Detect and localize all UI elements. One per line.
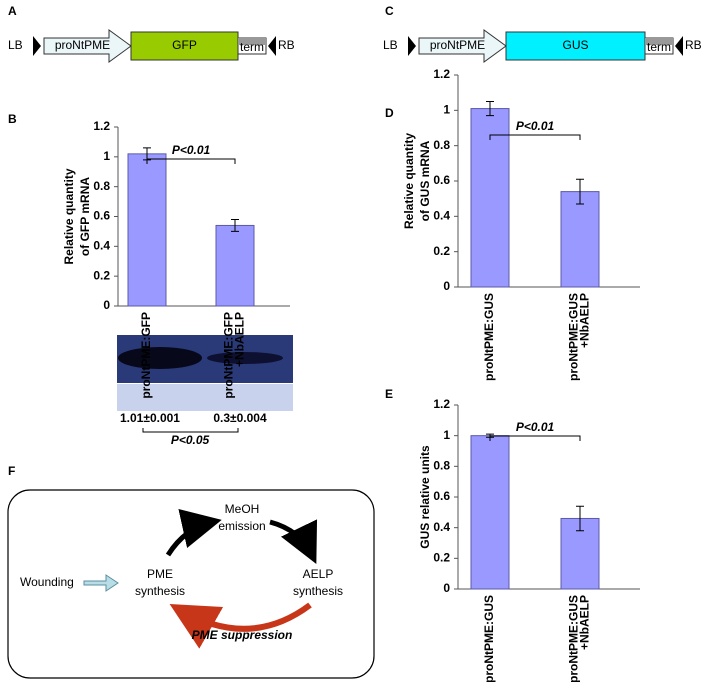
panel-label: C — [385, 4, 394, 18]
blot-signal — [207, 352, 283, 364]
y-tick-label: 0 — [443, 279, 450, 293]
y-tick-label: 1.2 — [433, 397, 450, 411]
y-tick-label: 0.4 — [433, 520, 450, 534]
border — [268, 36, 276, 56]
border — [675, 36, 683, 56]
gene — [505, 31, 646, 61]
y-tick-label: 0 — [443, 581, 450, 595]
x-tick-label: proNtPME:GUS — [482, 595, 496, 682]
y-tick-label: 0.8 — [93, 179, 110, 193]
significance-label: P<0.05 — [171, 433, 210, 447]
y-axis-label: GUS relative units — [418, 445, 432, 549]
promoter — [418, 29, 507, 63]
promoter-label: proNtPME — [430, 38, 485, 52]
feedback-label: PME suppression — [192, 628, 293, 642]
border-label: RB — [685, 38, 702, 52]
y-tick-label: 0.2 — [433, 244, 450, 258]
error-bar — [486, 101, 494, 117]
promoter-label: proNtPME — [55, 38, 110, 52]
gene-label: GUS — [562, 38, 588, 52]
significance-label: P<0.01 — [172, 143, 211, 157]
panel-label: D — [385, 106, 394, 120]
arrow — [269, 519, 318, 565]
terminator-top — [238, 38, 266, 45]
error-bar — [576, 178, 584, 205]
bar — [470, 435, 510, 590]
quantity-label: 0.3±0.004 — [213, 411, 267, 425]
bracket — [142, 428, 239, 433]
arrow — [165, 508, 222, 557]
node-label: Wounding — [20, 575, 74, 589]
significance-label: P<0.01 — [516, 119, 555, 133]
bracket — [489, 134, 581, 140]
bar — [127, 153, 167, 307]
y-tick-label: 1 — [443, 428, 450, 442]
node-label: emission — [218, 519, 265, 533]
y-axis-label: Relative quantity — [402, 133, 416, 229]
x-tick-label: proNtPME:GFP+NbAELP — [222, 312, 247, 399]
error-bar — [231, 218, 239, 232]
panel-label: A — [8, 4, 17, 18]
gene — [130, 31, 239, 61]
y-tick-label: 0.4 — [93, 239, 110, 253]
arrow — [83, 574, 119, 592]
border-label: RB — [278, 38, 295, 52]
border — [33, 36, 41, 56]
node-label: MeOH — [225, 502, 260, 516]
blot-signal — [118, 347, 202, 369]
bracket — [489, 435, 581, 441]
y-tick-label: 0.8 — [433, 138, 450, 152]
border — [408, 36, 416, 56]
panel-label: B — [8, 112, 17, 126]
y-axis-label: of GFP mRNA — [78, 177, 92, 256]
y-tick-label: 1 — [443, 103, 450, 117]
y-tick-label: 1 — [103, 149, 110, 163]
terminator-label: term — [647, 40, 671, 54]
bar — [215, 224, 255, 307]
x-tick-label: proNtPME:GUS+NbAELP — [567, 595, 592, 682]
gene-label: GFP — [172, 38, 197, 52]
border-label: LB — [8, 38, 23, 52]
y-tick-label: 0.4 — [433, 209, 450, 223]
node-label: PME — [147, 567, 173, 581]
y-tick-label: 0.6 — [433, 173, 450, 187]
diagram-frame — [7, 489, 375, 679]
panel-label: E — [385, 387, 393, 401]
y-tick-label: 1.2 — [433, 67, 450, 81]
y-tick-label: 0.6 — [93, 209, 110, 223]
y-tick-label: 0.2 — [433, 551, 450, 565]
panel-label: F — [8, 464, 15, 478]
error-bar — [576, 505, 584, 532]
x-tick-label: proNtPME:GFP — [139, 312, 153, 399]
arrow — [169, 602, 312, 649]
y-axis-label: of GUS mRNA — [418, 140, 432, 221]
terminator-top — [645, 38, 673, 45]
node-label: AELP — [303, 567, 334, 581]
y-tick-label: 1.2 — [93, 119, 110, 133]
significance-label: P<0.01 — [516, 420, 555, 434]
y-axis-label: Relative quantity — [62, 168, 76, 264]
loading-control — [117, 384, 293, 411]
bar — [560, 191, 600, 288]
node-label: synthesis — [293, 584, 343, 598]
border-label: LB — [383, 38, 398, 52]
x-tick-label: proNtPME:GUS+NbAELP — [567, 293, 592, 381]
y-tick-label: 0 — [103, 298, 110, 312]
terminator-label: term — [240, 40, 264, 54]
y-tick-label: 0.8 — [433, 459, 450, 473]
bracket — [146, 158, 236, 164]
node-label: synthesis — [135, 584, 185, 598]
y-tick-label: 0.2 — [93, 268, 110, 282]
y-tick-label: 0.6 — [433, 489, 450, 503]
quantity-label: 1.01±0.001 — [120, 411, 180, 425]
promoter — [43, 29, 132, 63]
x-tick-label: proNtPME:GUS — [482, 293, 496, 381]
